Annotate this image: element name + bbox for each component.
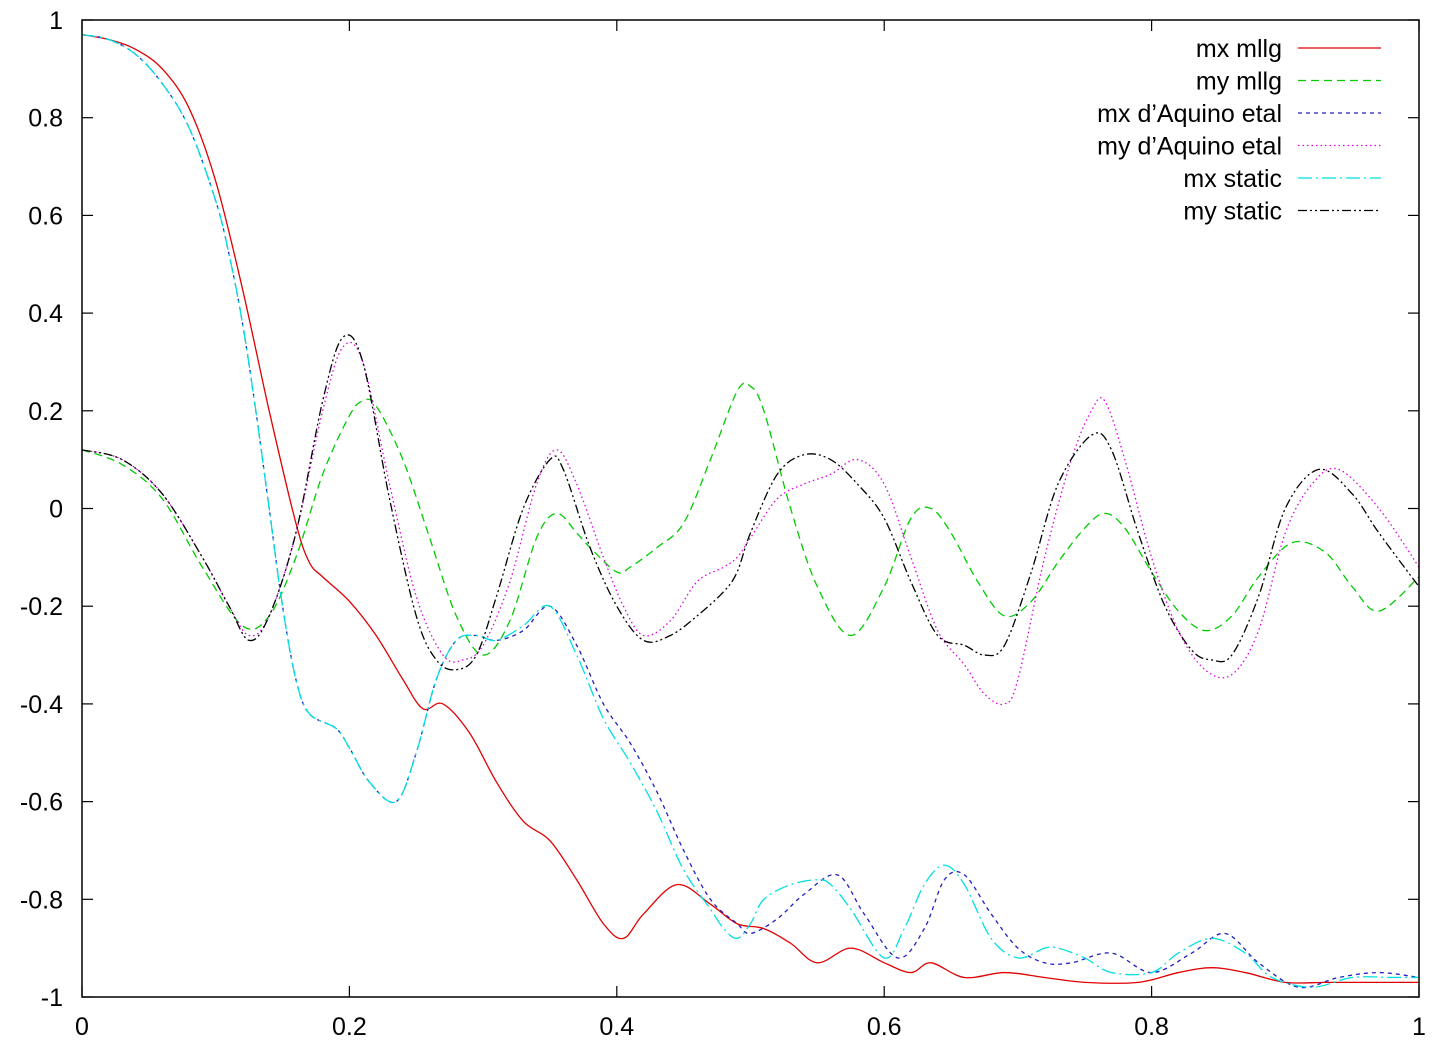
y-tick-labels: 1 0.8 0.6 0.4 0.2 0 -0.2 -0.4 -0.6 -0.8 -1 [20, 7, 63, 1012]
y-tick-label: -0.2 [20, 593, 63, 621]
x-tick-label: 0.4 [599, 1013, 634, 1041]
legend-label: mx static [1183, 165, 1282, 193]
y-tick-label: 0.8 [28, 105, 63, 133]
x-tick-label: 0.6 [867, 1013, 902, 1041]
x-tick-label: 1 [1412, 1013, 1426, 1041]
y-tick-label: -0.8 [20, 886, 63, 914]
series-layer [81, 34, 1420, 989]
y-tick-label: 0.2 [28, 398, 63, 426]
y-tick-label: 0 [49, 496, 63, 524]
series-line-3 [81, 341, 1420, 706]
legend-label: my d’Aquino etal [1097, 133, 1282, 161]
y-tick-label: 1 [49, 7, 63, 35]
y-tick-label: -1 [41, 984, 63, 1012]
legend-label: mx mllg [1196, 35, 1282, 63]
series-line-5 [81, 334, 1420, 671]
y-tick-label: 0.6 [28, 202, 63, 230]
x-tick-label: 0 [75, 1013, 89, 1041]
series-line-4 [81, 34, 1419, 988]
legend-label: mx d’Aquino etal [1097, 100, 1282, 128]
legend-label: my mllg [1196, 68, 1282, 96]
series-line-0 [81, 34, 1419, 984]
legend: mx mllg my mllg mx d’Aquino etal my d’Aquin… [1097, 35, 1381, 226]
legend-label: my static [1183, 198, 1282, 226]
x-tick-labels: 0 0.2 0.4 0.6 0.8 1 [75, 1013, 1426, 1041]
y-tick-label: -0.6 [20, 789, 63, 817]
y-tick-label: -0.4 [20, 691, 63, 719]
x-tick-label: 0.2 [332, 1013, 367, 1041]
x-tick-label: 0.8 [1134, 1013, 1169, 1041]
series-line-2 [81, 34, 1420, 989]
y-tick-label: 0.4 [28, 300, 63, 328]
plot-frame [81, 19, 1420, 998]
